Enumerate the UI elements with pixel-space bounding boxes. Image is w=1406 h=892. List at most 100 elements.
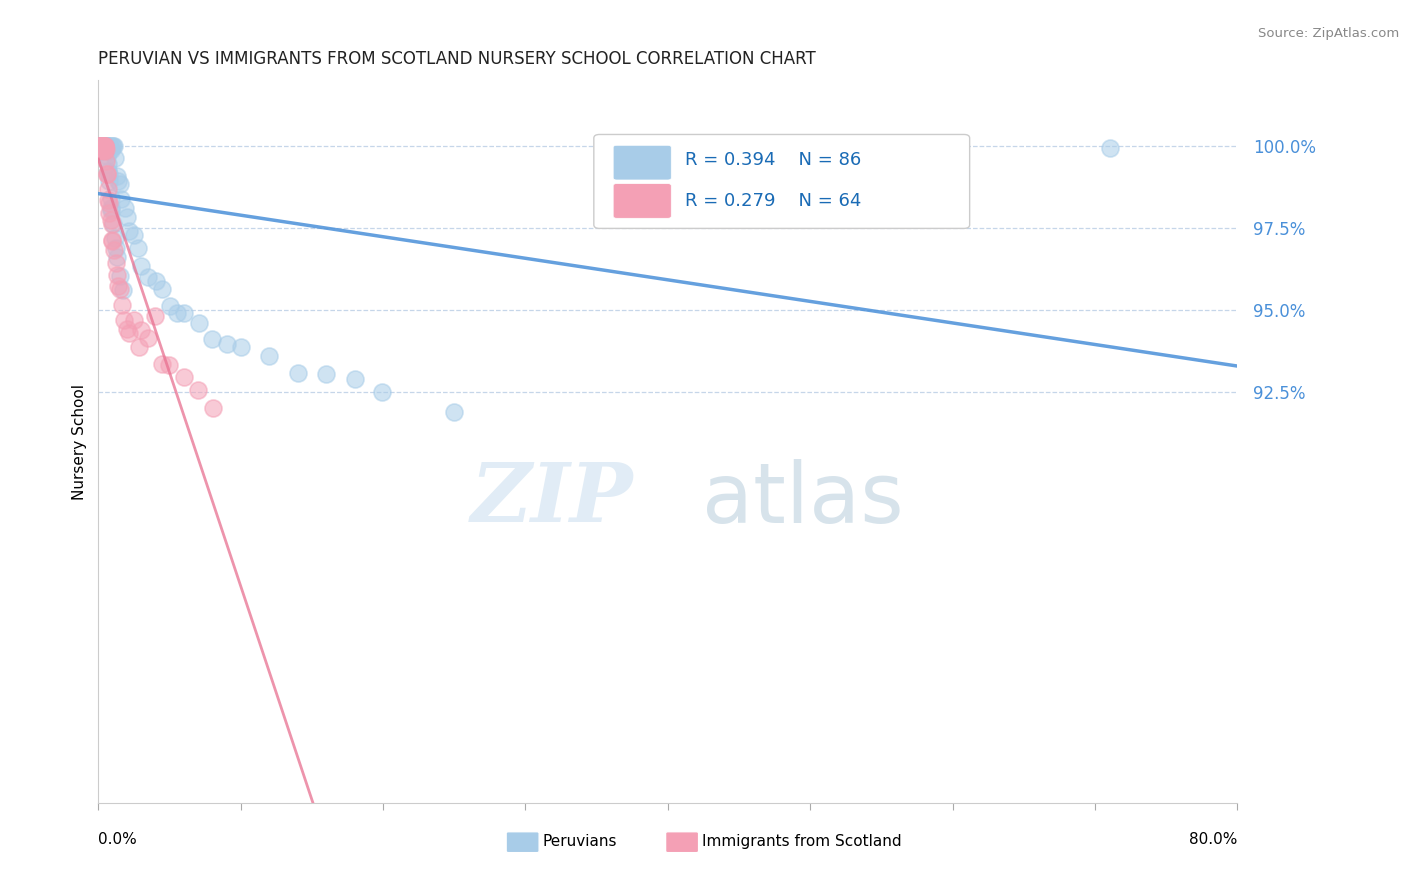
Text: PERUVIAN VS IMMIGRANTS FROM SCOTLAND NURSERY SCHOOL CORRELATION CHART: PERUVIAN VS IMMIGRANTS FROM SCOTLAND NUR… bbox=[98, 50, 815, 68]
Point bbox=[94, 139, 117, 153]
Point bbox=[90, 140, 112, 154]
Point bbox=[101, 217, 124, 231]
Point bbox=[110, 297, 132, 311]
Point bbox=[101, 234, 124, 248]
Point bbox=[94, 142, 117, 156]
Point bbox=[96, 167, 118, 181]
Point bbox=[118, 224, 141, 238]
Point bbox=[157, 358, 180, 372]
Point bbox=[443, 405, 465, 419]
Text: ZIP: ZIP bbox=[471, 459, 634, 540]
Point bbox=[128, 340, 150, 354]
Point bbox=[104, 241, 127, 255]
Point bbox=[89, 143, 111, 157]
Point bbox=[98, 144, 121, 158]
Point bbox=[93, 143, 115, 157]
Point bbox=[100, 218, 122, 232]
Point bbox=[90, 139, 112, 153]
Point bbox=[93, 139, 115, 153]
Point bbox=[98, 206, 121, 220]
Point bbox=[124, 313, 146, 327]
Point bbox=[89, 139, 111, 153]
Point bbox=[90, 139, 112, 153]
Point bbox=[103, 139, 125, 153]
Point bbox=[94, 143, 117, 157]
Point bbox=[150, 357, 173, 371]
Point bbox=[89, 144, 111, 158]
Point bbox=[127, 241, 149, 255]
Text: atlas: atlas bbox=[702, 458, 904, 540]
Point bbox=[90, 139, 112, 153]
Point bbox=[112, 313, 135, 327]
Point bbox=[90, 144, 112, 158]
Point bbox=[90, 144, 112, 158]
Y-axis label: Nursery School: Nursery School bbox=[72, 384, 87, 500]
Point bbox=[89, 139, 111, 153]
Point bbox=[100, 202, 122, 217]
Point bbox=[101, 139, 124, 153]
Point bbox=[90, 144, 112, 158]
Point bbox=[90, 139, 112, 153]
FancyBboxPatch shape bbox=[665, 831, 699, 853]
Point bbox=[136, 270, 159, 285]
Point bbox=[104, 151, 127, 165]
Point bbox=[96, 167, 118, 181]
FancyBboxPatch shape bbox=[506, 831, 538, 853]
Point bbox=[143, 310, 166, 324]
Text: 0.0%: 0.0% bbox=[98, 831, 138, 847]
Point bbox=[96, 149, 118, 163]
Point bbox=[91, 144, 114, 158]
Point bbox=[97, 168, 120, 182]
Point bbox=[122, 228, 145, 243]
Point bbox=[371, 384, 394, 399]
Point bbox=[101, 233, 124, 247]
Point bbox=[90, 139, 112, 153]
Point bbox=[91, 139, 114, 153]
Point bbox=[91, 139, 114, 153]
Point bbox=[103, 243, 125, 257]
Text: Peruvians: Peruvians bbox=[543, 834, 617, 848]
Point bbox=[90, 139, 112, 153]
Point bbox=[89, 143, 111, 157]
Point bbox=[100, 140, 122, 154]
Point bbox=[100, 202, 122, 216]
Point bbox=[187, 383, 209, 397]
Point bbox=[138, 331, 160, 345]
Text: Immigrants from Scotland: Immigrants from Scotland bbox=[702, 834, 901, 848]
Point bbox=[159, 299, 181, 313]
Text: R = 0.279    N = 64: R = 0.279 N = 64 bbox=[685, 192, 862, 210]
Point bbox=[90, 142, 112, 156]
Text: R = 0.394    N = 86: R = 0.394 N = 86 bbox=[685, 151, 862, 169]
Point bbox=[91, 141, 114, 155]
Point bbox=[93, 140, 115, 154]
Point bbox=[91, 143, 114, 157]
Point bbox=[96, 139, 118, 153]
Point bbox=[103, 231, 125, 245]
Point bbox=[870, 144, 893, 158]
Point bbox=[110, 269, 132, 284]
Point bbox=[93, 144, 115, 158]
Point bbox=[343, 372, 366, 386]
Point bbox=[94, 139, 117, 153]
Point bbox=[94, 139, 117, 153]
Point bbox=[94, 139, 117, 153]
Point bbox=[229, 340, 252, 354]
Point bbox=[91, 141, 114, 155]
Point bbox=[97, 193, 120, 207]
Point bbox=[100, 144, 122, 158]
Point bbox=[91, 143, 114, 157]
Point bbox=[93, 139, 115, 153]
Point bbox=[97, 182, 120, 196]
Point bbox=[89, 141, 111, 155]
Point bbox=[114, 201, 136, 215]
Point bbox=[104, 255, 127, 269]
Point bbox=[93, 139, 115, 153]
Point bbox=[129, 259, 152, 273]
Point bbox=[98, 173, 121, 187]
Point bbox=[89, 143, 111, 157]
Point bbox=[89, 139, 111, 153]
Point bbox=[287, 366, 309, 380]
Point bbox=[97, 164, 120, 178]
Point bbox=[90, 139, 112, 153]
Point bbox=[98, 195, 121, 210]
